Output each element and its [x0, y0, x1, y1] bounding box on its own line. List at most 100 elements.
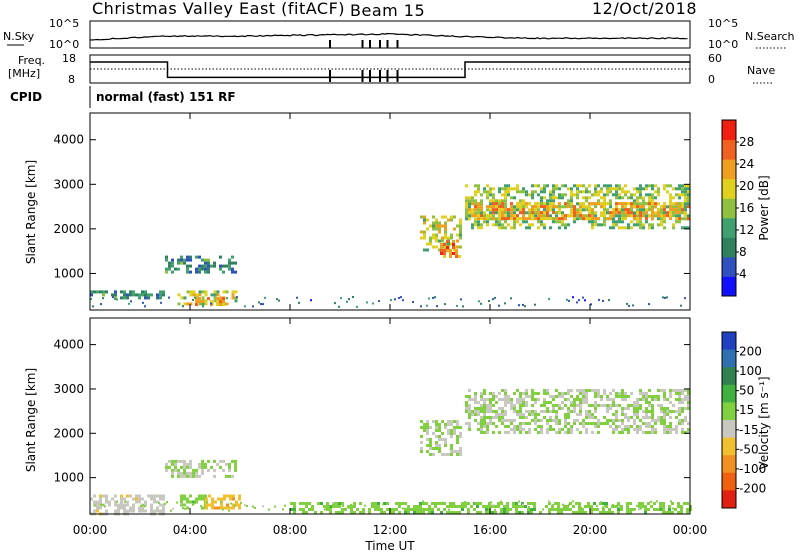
heatmap-cell [537, 193, 540, 197]
heatmap-cell [651, 208, 654, 212]
heatmap-cell [668, 511, 671, 514]
heatmap-cell [126, 509, 129, 513]
freq-left-tick-top: 18 [62, 52, 76, 65]
heatmap-cell [609, 407, 612, 410]
heatmap-cell [627, 419, 630, 422]
heatmap-cell [687, 404, 690, 407]
heatmap-cell [222, 297, 225, 301]
heatmap-cell [201, 465, 204, 469]
heatmap-cell [522, 303, 524, 306]
heatmap-cell [540, 196, 543, 200]
heatmap-cell [612, 214, 615, 218]
heatmap-cell [651, 419, 654, 422]
heatmap-cell [507, 398, 510, 401]
heatmap-cell [480, 419, 483, 422]
heatmap-cell [641, 502, 644, 505]
heatmap-cell [99, 494, 102, 498]
heatmap-cell [543, 187, 546, 191]
heatmap-cell [480, 223, 483, 227]
heatmap-cell [495, 202, 498, 206]
heatmap-cell [617, 511, 620, 514]
heatmap-cell [528, 226, 531, 230]
heatmap-cell [636, 431, 639, 434]
heatmap-cell [201, 264, 204, 268]
heatmap-cell [582, 401, 585, 404]
heatmap-cell [114, 290, 117, 294]
heatmap-cell [474, 184, 477, 188]
heatmap-cell [615, 425, 618, 428]
heatmap-cell [642, 199, 645, 203]
heatmap-cell [438, 230, 441, 234]
heatmap-cell [605, 511, 608, 514]
heatmap-cell [477, 401, 480, 404]
heatmap-cell [582, 184, 585, 188]
heatmap-cell [546, 214, 549, 218]
heatmap-cell [522, 211, 525, 215]
heatmap-cell [669, 395, 672, 398]
heatmap-cell [525, 404, 528, 407]
heatmap-cell [147, 296, 150, 300]
colorbar-swatch [722, 349, 736, 368]
heatmap-cell [513, 214, 516, 218]
heatmap-cell [537, 419, 540, 422]
heatmap-cell [456, 245, 459, 249]
heatmap-cell [555, 196, 558, 200]
heatmap-cell [684, 196, 687, 200]
heatmap-cell [485, 511, 488, 514]
heatmap-cell [486, 422, 489, 425]
heatmap-cell [585, 431, 588, 434]
heatmap-cell [305, 511, 308, 514]
heatmap-cell [450, 420, 453, 423]
heatmap-cell [335, 511, 338, 514]
heatmap-cell [465, 407, 468, 410]
heatmap-cell [228, 462, 231, 466]
heatmap-cell [180, 497, 183, 501]
heatmap-cell [525, 410, 528, 413]
heatmap-cell [534, 208, 537, 212]
heatmap-cell [507, 401, 510, 404]
heatmap-cell [328, 505, 330, 508]
heatmap-cell [662, 505, 665, 508]
heatmap-cell [216, 462, 219, 466]
noise-right-tick-bottom: 10^0 [708, 38, 738, 51]
heatmap-cell [597, 193, 600, 197]
heatmap-cell [675, 431, 678, 434]
heatmap-cell [492, 187, 495, 191]
heatmap-cell [585, 422, 588, 425]
heatmap-cell [438, 423, 441, 426]
heatmap-cell [570, 190, 573, 194]
heatmap-cell [501, 419, 504, 422]
heatmap-cell [666, 296, 668, 299]
heatmap-cell [489, 199, 492, 203]
heatmap-cell [459, 447, 462, 450]
heatmap-cell [681, 419, 684, 422]
heatmap-cell [474, 199, 477, 203]
heatmap-cell [677, 505, 680, 508]
heatmap-cell [687, 431, 690, 434]
heatmap-cell [594, 217, 597, 221]
heatmap-cell [684, 419, 687, 422]
heatmap-cell [504, 211, 507, 215]
heatmap-cell [474, 395, 477, 398]
heatmap-cell [401, 502, 404, 505]
heatmap-cell [528, 208, 531, 212]
heatmap-cell [440, 511, 443, 514]
heatmap-cell [531, 184, 534, 188]
heatmap-cell [501, 193, 504, 197]
heatmap-cell [680, 508, 683, 511]
heatmap-cell [444, 423, 447, 426]
heatmap-cell [201, 468, 204, 472]
heatmap-cell [468, 425, 471, 428]
heatmap-cell [546, 401, 549, 404]
heatmap-cell [483, 407, 486, 410]
heatmap-cell [104, 505, 106, 508]
heatmap-cell [687, 202, 690, 206]
heatmap-cell [600, 190, 603, 194]
heatmap-cell [147, 293, 150, 297]
heatmap-cell [558, 220, 561, 224]
heatmap-cell [495, 416, 498, 419]
heatmap-cell [515, 511, 518, 514]
heatmap-cell [678, 205, 681, 209]
heatmap-cell [562, 503, 564, 506]
heatmap-cell [588, 184, 591, 188]
